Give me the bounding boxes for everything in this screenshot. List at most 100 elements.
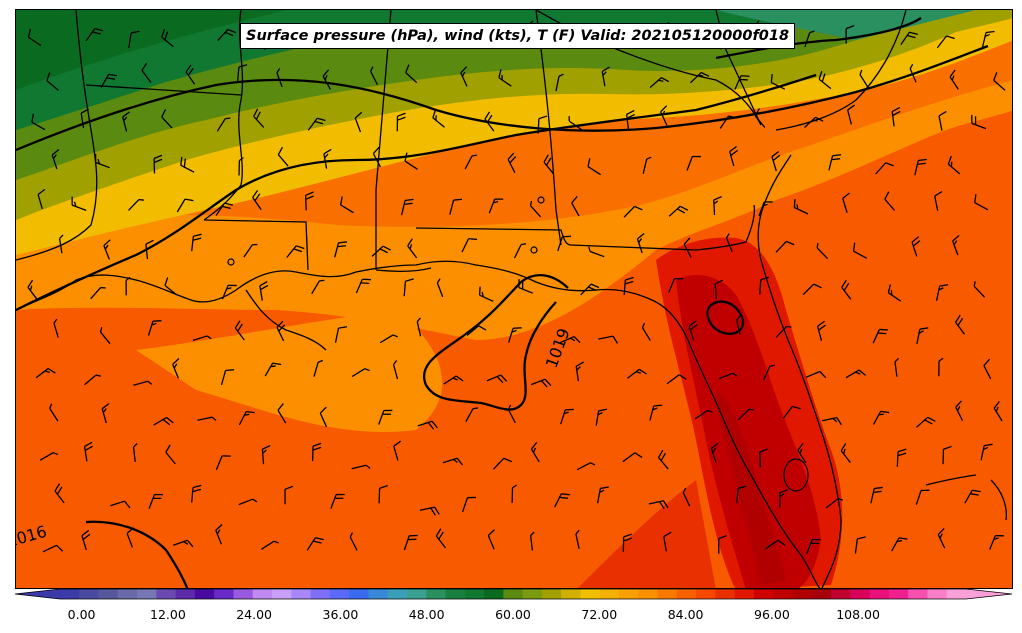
wind-barb (714, 279, 724, 299)
weather-map-panel: 1019 1016 Surface pressure (hPa), wind (… (15, 9, 1013, 589)
wind-barb (507, 152, 517, 173)
wind-barb (718, 372, 738, 380)
wind-barb (568, 116, 582, 131)
wind-barb (243, 243, 258, 258)
wind-barb (915, 489, 930, 505)
wind-barb (596, 486, 609, 504)
wind-barb (277, 146, 289, 167)
wind-barb (688, 320, 698, 341)
wind-barb (80, 108, 89, 129)
colorbar-swatch (137, 589, 157, 599)
wind-barb (529, 531, 535, 551)
wind-barb (461, 496, 477, 513)
wind-barb (216, 117, 231, 132)
isobar-1016 (85, 520, 189, 588)
wind-barb (125, 276, 131, 296)
wind-barb (307, 117, 326, 131)
wind-barb (197, 416, 217, 421)
wind-barb (852, 242, 868, 259)
wind-barb (498, 69, 512, 87)
wind-barb (215, 524, 223, 545)
wind-barb (378, 409, 393, 425)
colorbar-swatch (406, 589, 427, 599)
wind-barb (51, 148, 60, 170)
wind-barb (460, 66, 468, 87)
colorbar-swatch (792, 589, 813, 599)
wind-barb (355, 278, 371, 294)
dark-green-north-region (16, 10, 286, 90)
colorbar-swatch (638, 589, 659, 599)
colorbar-swatch (541, 589, 562, 599)
wind-barb (435, 528, 447, 549)
map-title: Surface pressure (hPa), wind (kts), T (F… (240, 23, 796, 49)
wind-barb (132, 443, 138, 462)
wind-barb (27, 279, 38, 300)
colorbar-swatch (888, 589, 909, 599)
wind-barb (99, 327, 111, 345)
wind-barb (626, 368, 647, 379)
colorbar-tick-label: 84.00 (667, 607, 704, 622)
wind-barb (493, 457, 512, 470)
wind-barb (39, 452, 59, 461)
colorbar-extend-low (15, 589, 60, 599)
wind-barb (53, 318, 59, 338)
wind-barb (27, 28, 42, 47)
colorbar-swatch (696, 589, 716, 599)
colorbar-tick-label: 108.00 (836, 607, 880, 622)
wind-barb (351, 464, 371, 470)
wind-barb (555, 73, 564, 92)
wind-barb (828, 154, 842, 171)
colorbar-tick-label: 72.00 (581, 607, 618, 622)
wind-barb (322, 69, 332, 90)
wind-barb (841, 279, 852, 300)
wind-barb (488, 198, 504, 214)
wind-barb (84, 374, 101, 386)
wind-barb (771, 150, 781, 172)
wind-barb (560, 408, 574, 425)
colorbar-swatch (946, 589, 967, 599)
colorbar-swatch (79, 589, 100, 599)
colorbar-swatch (715, 589, 736, 599)
wind-barb (668, 277, 683, 293)
wind-barb (649, 404, 663, 421)
wind-barb (770, 74, 786, 90)
wind-barb (351, 368, 370, 378)
colorbar-swatch (233, 589, 254, 599)
wind-barb (694, 409, 713, 420)
wind-barb (276, 320, 286, 342)
wind-barb (261, 540, 279, 550)
wind-barb (354, 111, 363, 133)
wind-barb (754, 108, 766, 128)
colorbar-swatch (194, 589, 215, 599)
colorbar-swatch (329, 589, 350, 599)
colorbar-swatch (98, 589, 119, 599)
wind-barb (588, 246, 605, 258)
wind-barb (443, 375, 464, 385)
colorbar-swatches (14, 588, 1013, 600)
wind-barb (259, 280, 269, 301)
wind-barb (763, 364, 775, 381)
wind-barb (900, 31, 918, 45)
wind-barb (587, 158, 601, 176)
wind-barb (416, 317, 422, 337)
wind-barb (916, 416, 936, 428)
wind-barb (779, 489, 789, 508)
wind-barb (49, 403, 59, 422)
wind-barb (153, 416, 174, 426)
wind-barb (891, 106, 901, 127)
temperature-map: 1019 1016 (16, 10, 1012, 588)
isobar-north (16, 44, 989, 152)
colorbar-swatch (657, 589, 678, 599)
wind-barb (126, 527, 134, 548)
colorbar-swatch (387, 589, 408, 599)
wind-barb (713, 196, 722, 216)
wind-barb (797, 443, 807, 464)
wind-barb (936, 35, 955, 49)
wind-barb (663, 531, 672, 552)
wind-barb (81, 529, 91, 551)
wind-barb (419, 506, 440, 516)
wind-barb (319, 406, 328, 428)
wind-barb (580, 283, 600, 296)
colorbar-outline (14, 588, 1013, 600)
wind-barb (313, 359, 324, 377)
